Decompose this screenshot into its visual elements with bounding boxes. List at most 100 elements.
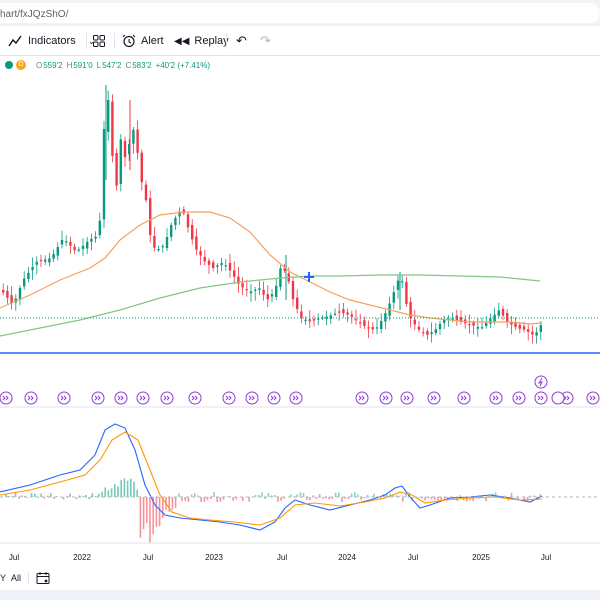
url-field[interactable]: hart/fxJQzShO/ [0, 3, 600, 23]
bottom-divider [28, 572, 29, 584]
macd-histogram-bar [459, 495, 462, 497]
macd-histogram-bar [139, 497, 142, 538]
macd-histogram-bar [46, 495, 49, 497]
indicators-button[interactable]: Indicators ⌄ [8, 27, 95, 55]
candle-body [476, 326, 479, 329]
macd-histogram-bar [334, 492, 337, 497]
event-dividend-icon[interactable] [400, 391, 414, 405]
visibility-eye-icon[interactable] [5, 61, 13, 69]
macd-histogram-bar [466, 497, 468, 502]
event-dividend-icon[interactable] [457, 391, 471, 405]
event-dividend-icon[interactable] [512, 391, 526, 405]
layout-grid-button[interactable] [93, 27, 105, 55]
macd-histogram-bar [98, 493, 100, 497]
event-circle [457, 391, 471, 405]
macd-histogram-bar [430, 497, 433, 500]
macd-histogram-bar [210, 497, 212, 500]
candle-body [39, 259, 43, 262]
macd-histogram-bar [155, 497, 158, 527]
alert-button[interactable]: Alert [122, 27, 164, 55]
macd-histogram-bar [446, 497, 449, 500]
range-button-year[interactable]: Y [0, 573, 7, 583]
alarm-clock-icon [122, 34, 136, 48]
candle-body [48, 258, 51, 263]
macd-histogram-bar [376, 496, 378, 497]
candle-body [81, 245, 85, 250]
macd-histogram-bar [248, 497, 250, 502]
event-circle [245, 391, 259, 405]
candle-body [266, 294, 269, 300]
macd-histogram-bar [117, 486, 119, 497]
macd-histogram-bar [472, 497, 474, 502]
event-dividend-icon[interactable] [586, 391, 600, 405]
candle-body [6, 290, 9, 298]
grid-icon [93, 35, 105, 47]
candle-body [128, 144, 131, 155]
candle-body [241, 283, 244, 288]
event-dividend-icon[interactable] [289, 391, 303, 405]
event-earnings-icon[interactable] [534, 375, 548, 389]
candle-body [329, 315, 332, 319]
event-dividend-icon[interactable] [136, 391, 150, 405]
candle-body [161, 246, 164, 248]
candle-body [501, 308, 505, 316]
candle-body [338, 311, 341, 313]
event-dividend-icon[interactable] [0, 391, 13, 405]
alert-label: Alert [141, 35, 164, 47]
calendar-icon[interactable] [36, 571, 50, 587]
event-dividend-icon[interactable] [245, 391, 259, 405]
event-dividend-icon[interactable] [91, 391, 105, 405]
macd-histogram-bar [299, 492, 302, 497]
candle-body [312, 318, 316, 321]
macd-histogram-bar [261, 492, 263, 497]
event-dividend-icon[interactable] [427, 391, 441, 405]
macd-histogram-bar [363, 497, 366, 499]
candle-body [98, 220, 101, 236]
candle-body [165, 237, 169, 248]
event-dividend-icon[interactable] [57, 391, 71, 405]
candle-body [144, 184, 148, 201]
macd-histogram-bar [190, 494, 193, 497]
candle-body [44, 259, 47, 262]
event-dividend-icon[interactable] [188, 391, 202, 405]
redo-button[interactable]: ↷ [260, 27, 271, 55]
event-dividend-icon[interactable] [160, 391, 174, 405]
event-dividend-icon[interactable] [355, 391, 369, 405]
candle-body [107, 100, 110, 132]
undo-button[interactable]: ↶ [236, 27, 247, 55]
candle-body [300, 311, 303, 319]
event-dividend-icon[interactable] [222, 391, 236, 405]
moving-average-fast [0, 211, 543, 325]
macd-histogram-bar [184, 497, 186, 501]
moving-average-slow [0, 274, 541, 337]
candle-body [14, 298, 17, 303]
replay-button[interactable]: ◀◀ Replay [174, 27, 229, 55]
event-dividend-icon[interactable] [379, 391, 393, 405]
event-dividend-icon[interactable] [534, 391, 548, 405]
event-dividend-icon[interactable] [267, 391, 281, 405]
low-label: L [96, 60, 102, 70]
macd-histogram-bar [50, 493, 52, 497]
macd-histogram-bar [418, 497, 420, 498]
event-dividend-icon[interactable] [551, 391, 565, 405]
interval-badge[interactable]: D [16, 60, 26, 70]
macd-histogram-bar [219, 497, 222, 502]
macd-histogram-bar [235, 497, 238, 500]
candle-body [405, 281, 408, 304]
event-dividend-icon[interactable] [24, 391, 38, 405]
candle-body [258, 288, 261, 290]
macd-histogram-bar [338, 492, 340, 497]
candle-body [115, 152, 118, 186]
event-dividend-icon[interactable] [114, 391, 128, 405]
candle-body [363, 320, 366, 326]
macd-histogram-bar [258, 495, 260, 497]
candle-body [18, 288, 22, 300]
chevron-down-icon[interactable]: ⌄ [87, 35, 96, 46]
chevron-right-icon [563, 395, 570, 401]
macd-histogram-bar [510, 492, 513, 497]
range-button-all[interactable]: All [11, 573, 22, 583]
candle-body [102, 129, 106, 220]
event-dividend-icon[interactable] [489, 391, 503, 405]
events-row [0, 375, 600, 405]
